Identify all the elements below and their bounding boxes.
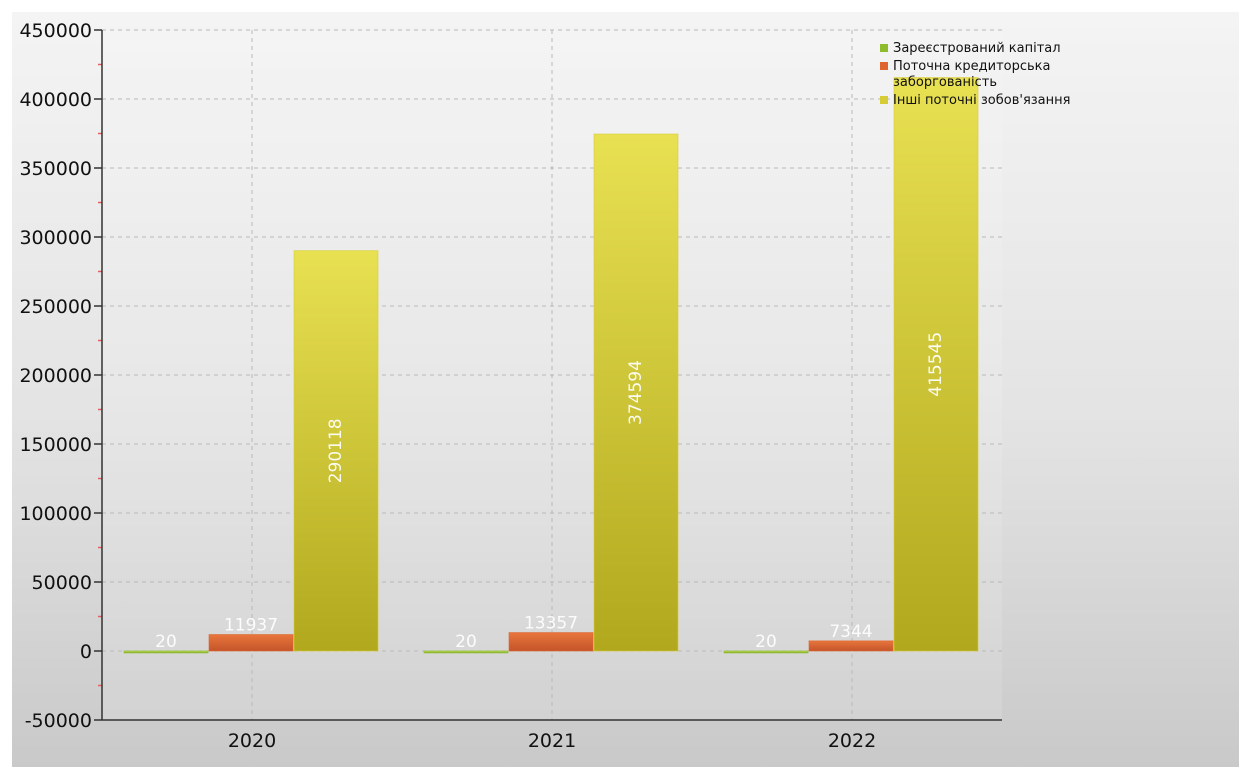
data-label: 11937 [224,616,278,636]
y-tick-label: 100000 [19,503,92,525]
y-tick-label: 50000 [32,572,92,594]
data-label: 290118 [326,418,346,483]
y-tick-label: 400000 [19,89,92,111]
y-tick-label: -50000 [25,710,92,732]
grid-layer [102,29,1002,721]
data-label: 20 [455,632,477,652]
legend-swatch [880,44,888,52]
axis-layer: -50000 0 50000 100000 150000 200000 250000 3000… [19,20,1002,752]
bar-0-1[interactable] [423,650,509,654]
y-tick-label: 0 [80,641,92,663]
x-tick-label: 2020 [228,730,276,752]
data-label: 20 [155,632,177,652]
y-tick-label: 300000 [19,227,92,249]
data-label: 7344 [829,622,872,642]
data-label: 20 [755,632,777,652]
x-tick-label: 2022 [828,730,876,752]
y-tick-label: 450000 [19,20,92,42]
data-labels-layer: 20 20 20 11937 13357 7344 290118 374594 415545 [155,332,946,652]
bar-1-1[interactable] [508,632,594,652]
data-label: 374594 [626,360,646,425]
legend-swatch [880,96,888,104]
bar-1-2[interactable] [808,640,894,652]
bar-0-0[interactable] [123,650,209,654]
bar-2-0[interactable] [293,250,379,652]
bar-0-2[interactable] [723,650,809,654]
data-label: 415545 [926,332,946,397]
y-tick-label: 250000 [19,296,92,318]
bar-1-0[interactable] [208,634,294,652]
legend-swatch [880,62,888,70]
legend-entry: заборгованість [893,75,997,90]
bar-2-2[interactable] [893,77,979,652]
legend-entry: Інші поточні зобов'язання [893,93,1070,108]
y-tick-label: 350000 [19,158,92,180]
bar-2-1[interactable] [593,133,679,652]
bars-layer [123,77,979,654]
y-tick-label: 200000 [19,365,92,387]
legend: Зареєстрований капітал Поточна кредиторсь… [880,41,1070,108]
data-label: 13357 [524,614,578,634]
legend-entry: Поточна кредиторська [893,59,1050,74]
y-tick-label: 150000 [19,434,92,456]
x-tick-label: 2021 [528,730,576,752]
legend-entry: Зареєстрований капітал [893,41,1061,56]
